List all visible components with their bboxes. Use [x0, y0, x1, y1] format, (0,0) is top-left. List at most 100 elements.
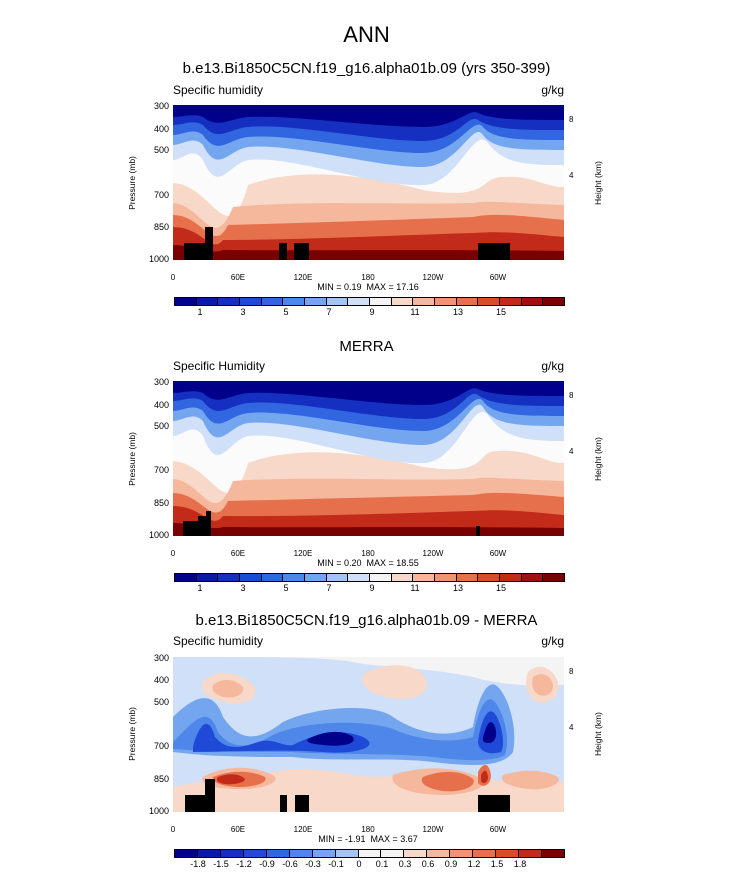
panel2-title: MERRA [339, 338, 394, 355]
p2-htick-8: 8 [569, 391, 574, 400]
p2-cb-7: 7 [326, 583, 332, 593]
p2-cb-15: 15 [495, 583, 506, 593]
p3-xtick-120e: 120E [293, 825, 313, 834]
p1-xtick-120w: 120W [422, 273, 444, 282]
p1-htick-4: 4 [569, 171, 574, 180]
colorbar-swatch [283, 298, 306, 305]
figure-title: ANN [343, 22, 390, 47]
p2-cb-9: 9 [369, 583, 375, 593]
p3-cb-1.8: 1.8 [513, 859, 527, 869]
p1-cb-9: 9 [369, 307, 375, 317]
p1-cb-7: 7 [326, 307, 332, 317]
p2-cb-1: 1 [197, 583, 203, 593]
p3-max: MAX = 3.67 [370, 834, 418, 844]
colorbar-swatch [197, 850, 221, 857]
p1-xtick-60w: 60W [489, 273, 507, 282]
p1-ytick-400: 400 [153, 124, 169, 134]
colorbar-swatch [404, 850, 428, 857]
p3-ytick-400: 400 [153, 675, 169, 685]
colorbar-swatch [435, 298, 457, 305]
p1-ytick-1000: 1000 [148, 254, 169, 264]
p2-cb-11: 11 [410, 583, 420, 593]
p3-xtick-180: 180 [361, 825, 375, 834]
p3-htick-8: 8 [569, 667, 574, 676]
p3-y2label: Height (km) [593, 712, 603, 756]
colorbar-swatch [289, 850, 313, 857]
p1-cb-3: 3 [240, 307, 246, 317]
p3-cb-n1.2: -1.2 [236, 859, 252, 869]
colorbar-swatch [413, 574, 436, 581]
colorbar-swatch [312, 850, 336, 857]
p3-ytick-700: 700 [153, 741, 169, 751]
colorbar-swatch [391, 574, 414, 581]
colorbar-swatch [521, 298, 544, 305]
p2-ytick-1000: 1000 [148, 530, 169, 540]
colorbar-swatch [283, 574, 306, 581]
p3-cb-0.1: 0.1 [375, 859, 389, 869]
p2-minmax: MIN = 0.20 MAX = 18.55 [268, 558, 468, 568]
colorbar-swatch [427, 850, 451, 857]
p3-cb-0.9: 0.9 [444, 859, 458, 869]
colorbar-swatch [358, 850, 382, 857]
p3-ytick-300: 300 [153, 653, 169, 663]
colorbar-swatch [521, 574, 544, 581]
colorbar-swatch [220, 850, 244, 857]
p1-ylabel: Pressure (mb) [127, 156, 137, 210]
p1-min: MIN = 0.19 [317, 282, 362, 292]
p3-cb-0.6: 0.6 [421, 859, 435, 869]
p2-ytick-500: 500 [153, 421, 169, 431]
colorbar-swatch [196, 574, 219, 581]
colorbar-swatch [175, 298, 197, 305]
p1-cb-1: 1 [197, 307, 203, 317]
colorbar-swatch [478, 574, 501, 581]
p2-cb-5: 5 [283, 583, 289, 593]
colorbar-swatch [243, 850, 267, 857]
p1-ytick-500: 500 [153, 145, 169, 155]
p2-ylabel: Pressure (mb) [127, 432, 137, 486]
colorbar-swatch [261, 574, 284, 581]
colorbar-swatch [519, 850, 542, 857]
p2-cb-13: 13 [452, 583, 463, 593]
p1-minmax: MIN = 0.19 MAX = 17.16 [268, 282, 468, 292]
p2-ytick-850: 850 [153, 498, 169, 508]
colorbar-swatch [391, 298, 414, 305]
colorbar-swatch [335, 850, 359, 857]
colorbar-swatch [326, 574, 349, 581]
p3-cb-n0.1: -0.1 [328, 859, 344, 869]
colorbar-swatch [381, 850, 405, 857]
p2-xtick-0: 0 [170, 549, 176, 558]
colorbar-swatch [543, 298, 565, 305]
p3-cb-n0.3: -0.3 [305, 859, 321, 869]
panel1-units: g/kg [541, 83, 564, 97]
colorbar-swatch [543, 574, 565, 581]
p2-ytick-400: 400 [153, 400, 169, 410]
p1-cb-15: 15 [495, 307, 506, 317]
colorbar-swatch [218, 298, 241, 305]
p1-xtick-120e: 120E [293, 273, 313, 282]
panel3-var-label: Specific humidity [173, 634, 264, 648]
p2-colorbar [174, 573, 565, 582]
p1-max: MAX = 17.16 [366, 282, 419, 292]
colorbar-swatch [326, 298, 349, 305]
p3-cb-0: 0 [356, 859, 362, 869]
p1-cb-11: 11 [410, 307, 420, 317]
p1-colorbar [174, 297, 565, 306]
p2-xtick-60w: 60W [489, 549, 507, 558]
p3-xtick-60e: 60E [230, 825, 246, 834]
p2-ytick-300: 300 [153, 377, 169, 387]
p2-y2label: Height (km) [593, 437, 603, 481]
colorbar-swatch [435, 574, 457, 581]
p2-htick-4: 4 [569, 447, 574, 456]
p3-ytick-1000: 1000 [148, 806, 169, 816]
p1-cb-13: 13 [452, 307, 463, 317]
colorbar-swatch [240, 298, 262, 305]
panel3-title: b.e13.Bi1850C5CN.f19_g16.alpha01b.09 - M… [195, 612, 538, 629]
p2-cb-3: 3 [240, 583, 246, 593]
colorbar-swatch [348, 298, 371, 305]
p2-max: MAX = 18.55 [366, 558, 419, 568]
p3-cb-0.3: 0.3 [398, 859, 412, 869]
p3-minmax: MIN = -1.91 MAX = 3.67 [268, 834, 468, 844]
colorbar-swatch [370, 298, 392, 305]
panel1-var-label: Specific humidity [173, 83, 264, 97]
p2-xtick-180: 180 [361, 549, 375, 558]
